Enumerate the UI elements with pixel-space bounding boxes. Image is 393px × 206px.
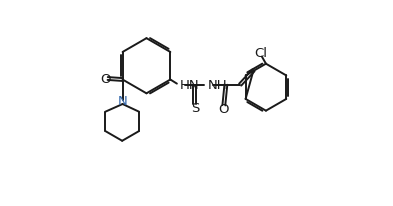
Text: S: S [191, 101, 199, 114]
Text: Cl: Cl [254, 47, 267, 60]
Text: O: O [219, 102, 229, 115]
Text: NH: NH [208, 79, 227, 92]
Text: N: N [118, 94, 127, 107]
Text: HN: HN [180, 79, 199, 92]
Text: O: O [100, 73, 110, 85]
